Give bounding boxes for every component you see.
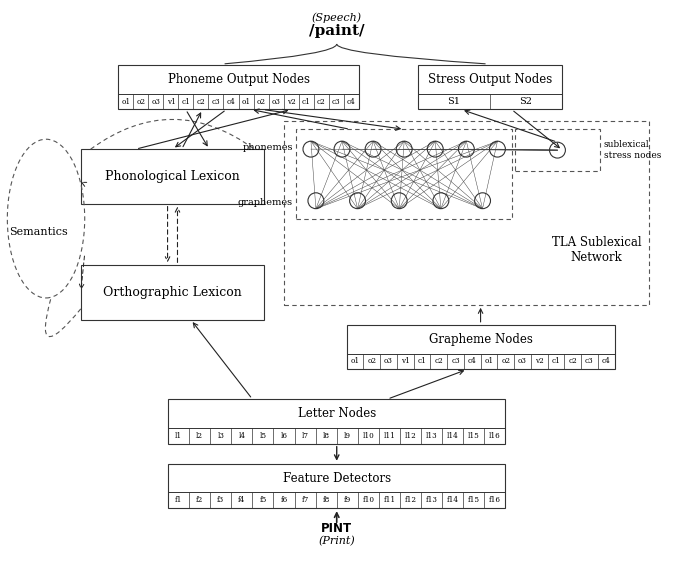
Text: l12: l12 — [405, 432, 416, 440]
Text: Feature Detectors: Feature Detectors — [283, 472, 391, 484]
Text: Stress Output Nodes: Stress Output Nodes — [428, 73, 552, 85]
Bar — [118, 65, 358, 109]
Text: v1: v1 — [401, 357, 410, 366]
Text: o2: o2 — [256, 98, 266, 105]
Text: l9: l9 — [344, 432, 351, 440]
Text: l5: l5 — [260, 432, 266, 440]
Text: f16: f16 — [489, 496, 501, 504]
Text: S1: S1 — [448, 97, 460, 106]
Text: f14: f14 — [447, 496, 459, 504]
Text: graphemes: graphemes — [238, 198, 293, 207]
Text: c3: c3 — [212, 98, 220, 105]
Text: f13: f13 — [426, 496, 437, 504]
Text: c4: c4 — [226, 98, 235, 105]
Text: (Print): (Print) — [318, 536, 355, 546]
Text: f9: f9 — [343, 496, 351, 504]
Text: f6: f6 — [281, 496, 288, 504]
Bar — [80, 149, 264, 204]
Text: o1: o1 — [350, 357, 360, 366]
Text: f10: f10 — [362, 496, 375, 504]
Text: o3: o3 — [272, 98, 281, 105]
Text: f2: f2 — [196, 496, 203, 504]
Text: f12: f12 — [404, 496, 416, 504]
Text: Phonological Lexicon: Phonological Lexicon — [105, 170, 240, 183]
Text: l6: l6 — [281, 432, 287, 440]
Text: c1: c1 — [552, 357, 560, 366]
Text: sublexical
stress nodes: sublexical stress nodes — [604, 140, 661, 160]
Text: f15: f15 — [468, 496, 480, 504]
Text: o2: o2 — [501, 357, 510, 366]
Text: l10: l10 — [362, 432, 375, 440]
Bar — [418, 65, 562, 109]
Text: S2: S2 — [519, 97, 533, 106]
Text: Semantics: Semantics — [9, 228, 68, 238]
Text: l16: l16 — [489, 432, 501, 440]
Text: f3: f3 — [217, 496, 224, 504]
Text: f8: f8 — [322, 496, 330, 504]
Text: /paint/: /paint/ — [309, 24, 364, 38]
Text: l1: l1 — [175, 432, 182, 440]
Text: c2: c2 — [435, 357, 443, 366]
Text: v1: v1 — [166, 98, 175, 105]
Text: Phoneme Output Nodes: Phoneme Output Nodes — [168, 73, 310, 85]
Text: f7: f7 — [301, 496, 309, 504]
Text: c2: c2 — [316, 98, 325, 105]
Text: c2: c2 — [197, 98, 206, 105]
Text: o1: o1 — [485, 357, 493, 366]
Text: l15: l15 — [468, 432, 480, 440]
Text: Orthographic Lexicon: Orthographic Lexicon — [103, 286, 242, 299]
Bar — [515, 129, 600, 171]
Text: Grapheme Nodes: Grapheme Nodes — [429, 333, 533, 346]
Text: TLA Sublexical
Network: TLA Sublexical Network — [552, 236, 642, 264]
Text: o3: o3 — [518, 357, 527, 366]
Text: f5: f5 — [260, 496, 266, 504]
Bar — [168, 399, 506, 444]
Text: c4: c4 — [347, 98, 356, 105]
Text: l2: l2 — [196, 432, 203, 440]
Text: c3: c3 — [332, 98, 340, 105]
Text: o3: o3 — [384, 357, 393, 366]
Bar — [168, 464, 506, 508]
Text: l7: l7 — [301, 432, 309, 440]
Text: f4: f4 — [238, 496, 245, 504]
Text: l8: l8 — [322, 432, 330, 440]
Text: o3: o3 — [151, 98, 160, 105]
Bar — [296, 129, 512, 219]
Text: c1: c1 — [182, 98, 191, 105]
Bar — [284, 121, 649, 305]
Bar — [80, 265, 264, 320]
Text: l13: l13 — [426, 432, 437, 440]
Text: c3: c3 — [451, 357, 460, 366]
Text: v2: v2 — [535, 357, 544, 366]
Text: c1: c1 — [301, 98, 310, 105]
Text: o1: o1 — [122, 98, 130, 105]
Text: c4: c4 — [468, 357, 477, 366]
Text: o2: o2 — [367, 357, 377, 366]
Text: c1: c1 — [418, 357, 427, 366]
Text: Letter Nodes: Letter Nodes — [297, 407, 376, 420]
Text: l14: l14 — [447, 432, 458, 440]
Text: (Speech): (Speech) — [312, 12, 362, 23]
Text: l4: l4 — [239, 432, 245, 440]
Text: v2: v2 — [287, 98, 295, 105]
Text: f1: f1 — [175, 496, 183, 504]
Text: phonemes: phonemes — [243, 143, 293, 152]
Bar — [347, 325, 614, 369]
Text: o1: o1 — [241, 98, 251, 105]
Text: o2: o2 — [137, 98, 145, 105]
Text: PINT: PINT — [321, 522, 352, 535]
Text: c2: c2 — [569, 357, 577, 366]
Text: f11: f11 — [383, 496, 395, 504]
Text: l3: l3 — [217, 432, 224, 440]
Text: c3: c3 — [585, 357, 594, 366]
Text: c4: c4 — [602, 357, 610, 366]
Text: l11: l11 — [383, 432, 395, 440]
